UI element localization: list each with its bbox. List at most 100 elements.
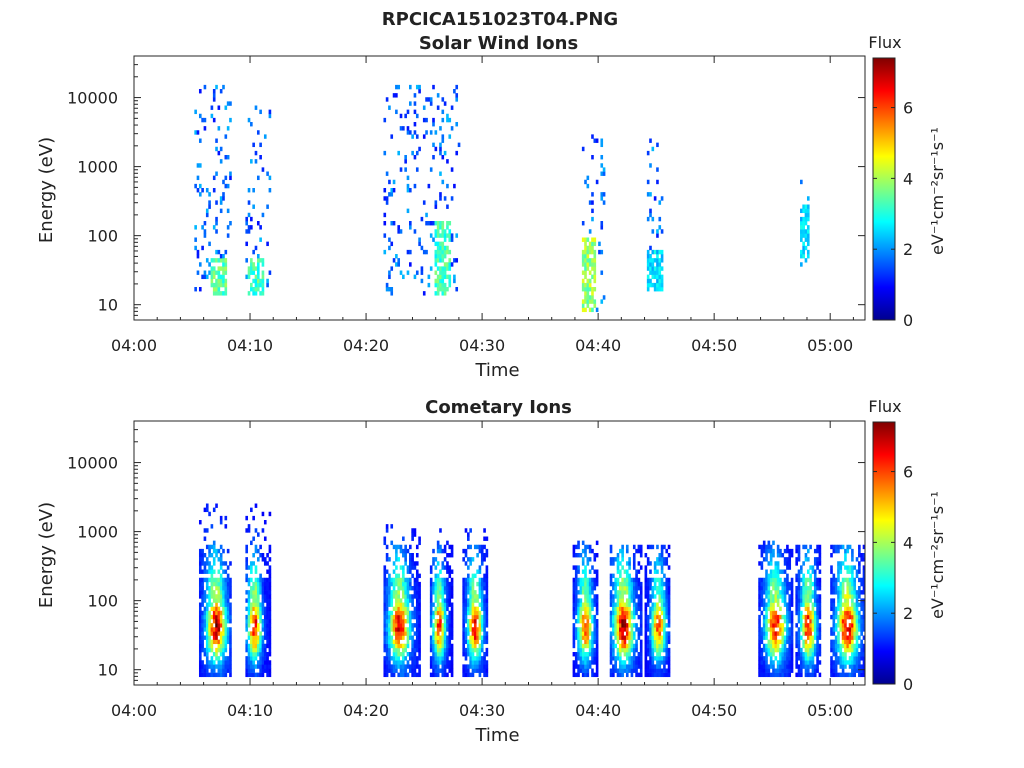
cell-b6 [628,668,631,673]
cell-b1 [250,287,253,292]
cell-b9 [818,647,822,653]
cell-b1 [261,278,265,284]
cell-b6 [639,594,643,599]
cell-b5 [588,660,592,665]
cell-b5 [806,208,810,214]
cell-b1 [263,627,267,632]
cell-b5 [572,614,576,620]
cell-b2 [409,130,412,135]
cell-b2 [418,643,421,649]
cell-b0 [215,610,218,616]
cell-b7 [649,606,652,612]
cell-b2 [429,101,433,106]
cell-b2 [388,610,391,616]
cell-b7 [653,610,657,616]
cell-b5 [577,598,580,603]
cell-b10 [860,557,863,562]
cell-b5 [574,573,578,579]
cell-b0 [212,188,216,193]
cell-b5 [581,577,585,583]
cell-b6 [625,627,629,632]
cell-b2 [413,623,417,628]
cell-b5 [581,631,585,636]
cell-b2 [385,553,389,558]
cell-b4 [658,216,662,222]
cell-b0 [201,623,204,628]
cell-b9 [804,627,808,632]
cell-b0 [201,577,204,583]
cell-b3 [593,287,597,292]
cell-b6 [625,656,629,661]
cell-b4 [476,664,479,669]
cell-b2 [397,664,401,669]
cell-b6 [623,577,627,583]
cell-b1 [245,639,249,645]
cell-b2 [446,249,449,255]
cell-b4 [476,606,479,612]
cell-b4 [462,668,465,673]
cell-b2 [409,619,412,624]
cell-b1 [252,606,255,612]
cell-b9 [802,627,805,632]
cell-b8 [779,590,782,595]
cell-b5 [595,660,599,665]
cell-b7 [663,623,666,628]
cell-b8 [769,664,773,669]
cell-b7 [665,656,669,661]
cell-b5 [586,664,590,669]
cell-b9 [809,610,812,616]
cell-b1 [254,569,258,574]
cell-b9 [809,643,812,649]
cell-b0 [198,619,202,624]
cell-b2 [448,266,452,271]
cell-b3 [448,602,452,607]
cell-b7 [658,586,662,591]
cell-b5 [579,581,583,587]
cell-b9 [795,586,798,591]
cell-b2 [402,548,405,554]
cell-b10 [834,586,838,591]
cell-b7 [658,635,662,640]
cell-b8 [790,631,794,636]
cell-b10 [855,610,859,616]
cell-b3 [432,602,435,607]
cell-b3 [436,598,440,603]
cell-b4 [467,565,470,570]
cell-b7 [653,619,657,624]
cell-b7 [667,664,671,669]
cell-b0 [226,614,230,620]
cell-b1 [263,623,267,628]
cell-b6 [619,586,622,591]
cell-b4 [462,610,465,616]
cell-b10 [858,623,861,628]
cell-b8 [772,540,775,546]
cell-b3 [439,614,442,620]
cell-b2 [392,586,396,591]
cell-b2 [415,664,419,669]
cell-b10 [834,672,838,678]
cell-b2 [411,664,414,669]
cell-b6 [621,602,624,607]
cell-b10 [851,577,854,583]
cell-b3 [588,278,592,284]
cell-b5 [806,249,810,255]
cell-b4 [462,594,465,599]
cell-b3 [581,262,585,267]
cell-b2 [415,623,419,628]
cell-b4 [462,647,465,653]
cell-b0 [217,643,221,649]
cell-b5 [584,602,587,607]
cell-b0 [215,619,218,624]
cell-b2 [441,291,445,296]
cell-b1 [254,565,258,570]
cell-b10 [848,672,852,678]
cell-b1 [268,569,272,574]
cell-b2 [415,270,419,275]
cell-b1 [266,581,269,587]
cell-b10 [846,581,850,587]
cell-b4 [649,208,652,214]
cell-b0 [203,229,207,234]
cell-b2 [413,229,417,234]
cell-b3 [441,548,445,554]
cell-b0 [229,561,232,566]
